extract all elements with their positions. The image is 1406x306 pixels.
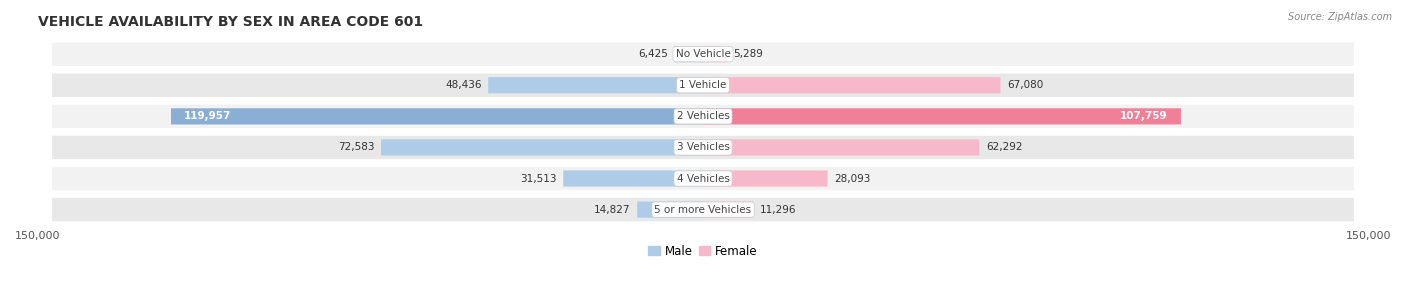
FancyBboxPatch shape xyxy=(51,104,1355,129)
Text: 62,292: 62,292 xyxy=(986,143,1022,152)
Text: 11,296: 11,296 xyxy=(759,205,796,215)
FancyBboxPatch shape xyxy=(637,202,703,218)
Text: 14,827: 14,827 xyxy=(595,205,630,215)
Text: 3 Vehicles: 3 Vehicles xyxy=(676,143,730,152)
FancyBboxPatch shape xyxy=(675,46,703,62)
FancyBboxPatch shape xyxy=(381,139,703,155)
Text: 31,513: 31,513 xyxy=(520,174,557,184)
FancyBboxPatch shape xyxy=(51,197,1355,222)
FancyBboxPatch shape xyxy=(488,77,703,93)
Text: VEHICLE AVAILABILITY BY SEX IN AREA CODE 601: VEHICLE AVAILABILITY BY SEX IN AREA CODE… xyxy=(38,15,423,29)
Text: 2 Vehicles: 2 Vehicles xyxy=(676,111,730,121)
FancyBboxPatch shape xyxy=(51,41,1355,67)
Text: 5,289: 5,289 xyxy=(733,49,763,59)
Legend: Male, Female: Male, Female xyxy=(644,240,762,263)
Text: No Vehicle: No Vehicle xyxy=(675,49,731,59)
Text: 6,425: 6,425 xyxy=(638,49,668,59)
FancyBboxPatch shape xyxy=(51,135,1355,160)
Text: 4 Vehicles: 4 Vehicles xyxy=(676,174,730,184)
FancyBboxPatch shape xyxy=(51,73,1355,98)
FancyBboxPatch shape xyxy=(172,108,703,125)
FancyBboxPatch shape xyxy=(703,77,1001,93)
Text: 48,436: 48,436 xyxy=(446,80,481,90)
FancyBboxPatch shape xyxy=(703,170,828,187)
FancyBboxPatch shape xyxy=(703,139,979,155)
FancyBboxPatch shape xyxy=(564,170,703,187)
Text: 119,957: 119,957 xyxy=(184,111,232,121)
FancyBboxPatch shape xyxy=(51,166,1355,191)
FancyBboxPatch shape xyxy=(703,202,754,218)
Text: 5 or more Vehicles: 5 or more Vehicles xyxy=(654,205,752,215)
Text: 1 Vehicle: 1 Vehicle xyxy=(679,80,727,90)
FancyBboxPatch shape xyxy=(703,108,1181,125)
Text: 72,583: 72,583 xyxy=(337,143,374,152)
FancyBboxPatch shape xyxy=(703,46,727,62)
Text: Source: ZipAtlas.com: Source: ZipAtlas.com xyxy=(1288,12,1392,22)
Text: 67,080: 67,080 xyxy=(1007,80,1043,90)
Text: 107,759: 107,759 xyxy=(1121,111,1167,121)
Text: 28,093: 28,093 xyxy=(834,174,870,184)
